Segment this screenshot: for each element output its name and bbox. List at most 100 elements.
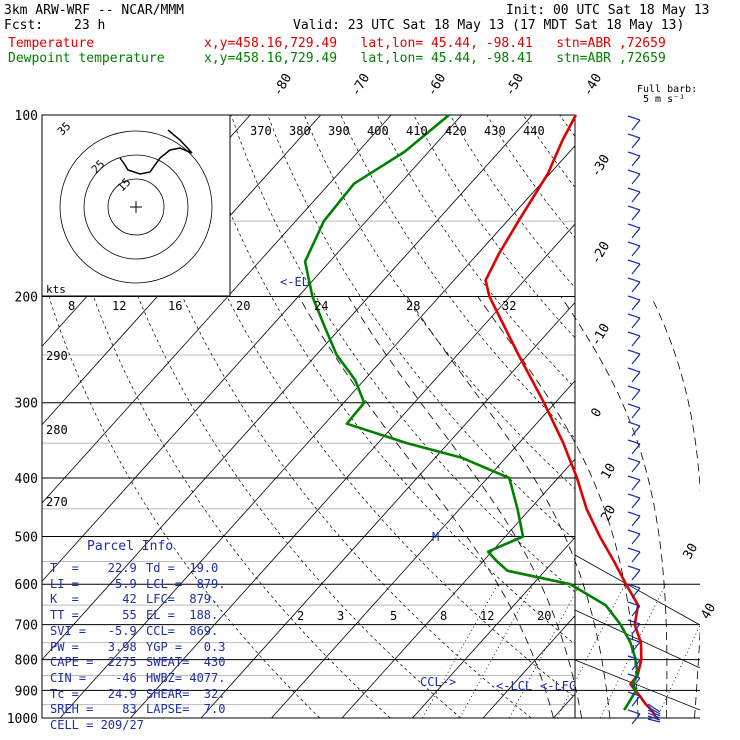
wind-barb-flag (627, 655, 641, 661)
isotherm-line (271, 380, 575, 718)
dry-adiabat (48, 115, 391, 718)
wind-barb-flag (627, 601, 641, 607)
wind-barb (631, 659, 641, 671)
isotherm-line (341, 458, 575, 718)
valid-time: Valid: 23 UTC Sat 18 May 13 (17 MDT Sat … (293, 18, 685, 33)
top-scale-label: 16 (168, 299, 182, 313)
temperature-line (484, 114, 658, 719)
wind-barb-flag (627, 277, 641, 283)
isotherm-label: 20 (598, 503, 619, 524)
wind-barb (631, 191, 641, 203)
theta-lower-label: 280 (46, 423, 68, 437)
wind-barb (631, 641, 641, 653)
dry-adiabat (669, 115, 740, 718)
moist-adiabats (298, 296, 740, 719)
wind-barb (631, 227, 641, 239)
mixing-ratio-label: 5 (390, 609, 397, 623)
pressure-tick-label: 100 (15, 109, 38, 124)
hodograph-trace (119, 129, 193, 175)
wind-barb-flag (627, 691, 641, 697)
theta-label: 410 (406, 124, 428, 138)
mixing-ratio-line (656, 624, 700, 718)
mixing-ratio-label: 2 (297, 609, 304, 623)
dry-adiabat (706, 115, 740, 718)
isotherm-label: 10 (598, 461, 619, 482)
isotherm-line (695, 115, 740, 718)
wind-barb (631, 533, 641, 545)
theta-label: 430 (484, 124, 506, 138)
parcel-info-left: LI = -5.9 (50, 576, 137, 591)
dry-adiabat (596, 115, 740, 718)
wind-barb-flag (627, 349, 641, 355)
sounding-profiles (303, 113, 658, 719)
wind-barb (631, 677, 641, 689)
wind-barb-flag (627, 169, 641, 175)
wind-barb (631, 587, 641, 599)
top-scale-label: 28 (406, 299, 420, 313)
isotherm-label: -60 (424, 71, 449, 99)
dry-adiabat (303, 115, 575, 490)
isotherm-label: -20 (588, 239, 613, 267)
wind-barb (631, 371, 641, 383)
wind-barb (631, 569, 641, 581)
theta-label: 390 (328, 124, 350, 138)
wind-barb (631, 623, 641, 635)
wind-barb (631, 317, 641, 329)
wind-barb-surface (647, 703, 661, 713)
mixing-ratio-line (556, 584, 626, 718)
wind-barb (631, 695, 641, 707)
wind-barb (631, 479, 641, 491)
wind-barb-flag (627, 637, 641, 643)
isotherm-label: -70 (348, 71, 373, 99)
parcel-info-left: K = 42 (50, 592, 137, 607)
wind-barb-surface (647, 715, 661, 721)
wind-barb-surface (647, 709, 661, 717)
pressure-tick-label: 200 (15, 291, 38, 306)
dry-adiabat (121, 115, 532, 718)
parcel-info-right: CCL= 869. (146, 623, 219, 638)
mixing-ratio-lines (422, 583, 700, 718)
isotherm-extension (574, 659, 701, 711)
dry-adiabat (42, 272, 321, 718)
wind-barb-flag (627, 529, 641, 535)
moist-adiabat (347, 296, 583, 718)
pressure-tick-label: 600 (15, 578, 38, 593)
wind-barb-flag (627, 673, 641, 679)
parcel-info-left: SVI = -5.9 (50, 623, 137, 638)
dry-adiabat (522, 115, 575, 188)
mixing-ratio-label: 3 (337, 609, 344, 623)
wind-barb-flag (627, 475, 641, 481)
wind-barb (631, 119, 641, 131)
lcl-annotation: <-LCL (496, 679, 532, 693)
parcel-info-left: T = 22.9 (50, 561, 137, 575)
isotherm-line (42, 115, 533, 661)
wind-barb (631, 713, 641, 725)
theta-lower-label: 270 (46, 495, 68, 509)
wind-barb-flag (627, 187, 641, 193)
isotherm-line (130, 223, 575, 718)
parcel-info-title: Parcel Info (87, 539, 174, 554)
pressure-tick-label: 300 (15, 397, 38, 412)
wind-barb (631, 245, 641, 257)
wind-barb-flag (627, 457, 641, 463)
mixing-ratio-line (508, 584, 581, 718)
parcel-info-left: SREH = 83 (50, 702, 137, 717)
pressure-tick-label: 800 (15, 654, 38, 669)
isotherm-extension (574, 554, 701, 626)
dewpoint-location: x,y=458.16,729.49 lat,lon= 45.44, -98.41… (204, 51, 666, 66)
wind-barb (631, 425, 641, 437)
wind-barb-flag (627, 115, 641, 121)
moist-adiabat (723, 297, 740, 719)
parcel-info-left: PW = 3.98 (50, 639, 137, 654)
temperature-legend-label: Temperature (8, 36, 95, 51)
top-scale-label: 12 (112, 299, 126, 313)
parcel-info-right: SWEAT= 430 (146, 655, 226, 670)
parcel-info-right: SHEAR= 32. (146, 686, 226, 701)
wind-barb-flag (627, 367, 641, 373)
moist-adiabat (406, 296, 611, 718)
theta-label: 400 (367, 124, 389, 138)
parcel-info-right: Td = 19.0 (146, 561, 219, 575)
top-scale-label: 32 (502, 299, 516, 313)
